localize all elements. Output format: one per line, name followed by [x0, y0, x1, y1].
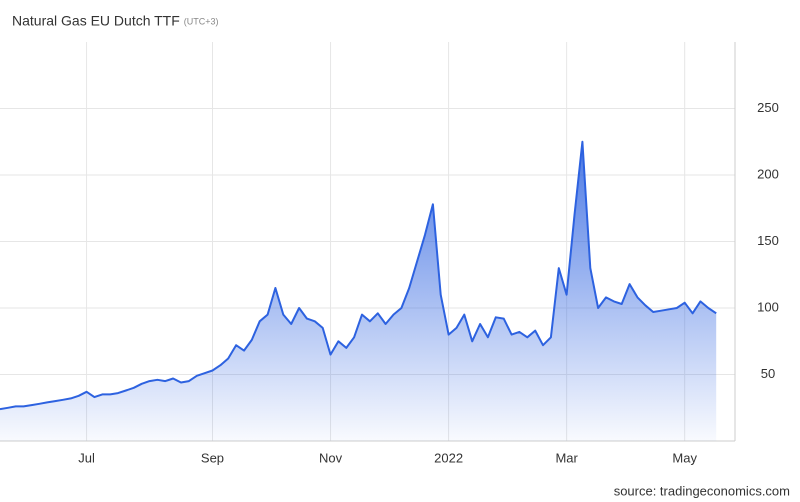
line: [0, 140, 717, 411]
x-tick-label: Nov: [319, 450, 343, 465]
area: [0, 141, 717, 442]
x-tick-label: May: [672, 450, 697, 465]
x-tick-label: Sep: [201, 450, 224, 465]
y-tick-label: 100: [757, 299, 779, 314]
chart-subtitle: (UTC+3): [184, 16, 219, 26]
chart-title: Natural Gas EU Dutch TTF: [12, 13, 180, 29]
x-tick-label: Mar: [555, 450, 578, 465]
y-tick-label: 150: [757, 233, 779, 248]
y-tick-label: 250: [757, 100, 779, 115]
y-tick-label: 200: [757, 166, 779, 181]
source: source: tradingeconomics.com: [614, 483, 790, 498]
x-tick-label: Jul: [78, 450, 95, 465]
y-tick-label: 50: [761, 366, 775, 381]
x-tick-label: 2022: [434, 450, 463, 465]
